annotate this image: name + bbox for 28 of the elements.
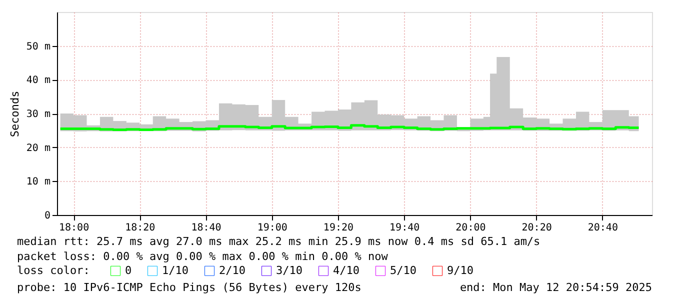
- x-tick-label: 18:00: [58, 222, 90, 234]
- legend-label: 4/10: [333, 264, 360, 277]
- legend-label: 2/10: [219, 264, 246, 277]
- x-tick-label: 18:20: [125, 222, 156, 234]
- x-tick-label: 19:00: [257, 222, 288, 234]
- y-tick-label: 50 m: [26, 41, 50, 52]
- x-tick-label: 19:40: [390, 222, 420, 234]
- x-tick-label: 20:00: [456, 222, 486, 234]
- y-tick-label: 0: [44, 210, 50, 222]
- legend-label: 5/10: [390, 264, 416, 277]
- text: probe: 10 IPv6-ICMP Echo Pings (56 Bytes) every 120s: [17, 281, 362, 294]
- y-tick-label: 10 m: [26, 176, 50, 188]
- text: packet loss: 0.00 % avg 0.00 % max 0.00 % min 0.00 % now: [17, 250, 388, 263]
- legend-label: 9/10: [447, 264, 474, 277]
- legend-title: loss color:: [17, 264, 90, 277]
- legend-label: 1/10: [162, 264, 188, 277]
- y-axis-title: Seconds: [8, 90, 22, 138]
- x-tick-label: 20:40: [588, 222, 618, 234]
- y-tick-label: 20 m: [26, 142, 50, 154]
- text: median rtt: 25.7 ms avg 27.0 ms max 25.2 ms min 25.9 ms now 0.4 ms sd 65.1 am/s: [17, 235, 540, 248]
- y-tick-label: 30 m: [26, 109, 50, 120]
- text: end: Mon May 12 20:54:59 2025: [460, 281, 652, 294]
- x-tick-label: 19:20: [323, 222, 354, 234]
- legend-label: 3/10: [276, 264, 302, 277]
- legend-label: 0: [125, 264, 132, 277]
- y-tick-label: 40 m: [26, 75, 50, 86]
- x-tick-label: 20:20: [522, 222, 552, 234]
- x-tick-label: 18:40: [191, 222, 222, 234]
